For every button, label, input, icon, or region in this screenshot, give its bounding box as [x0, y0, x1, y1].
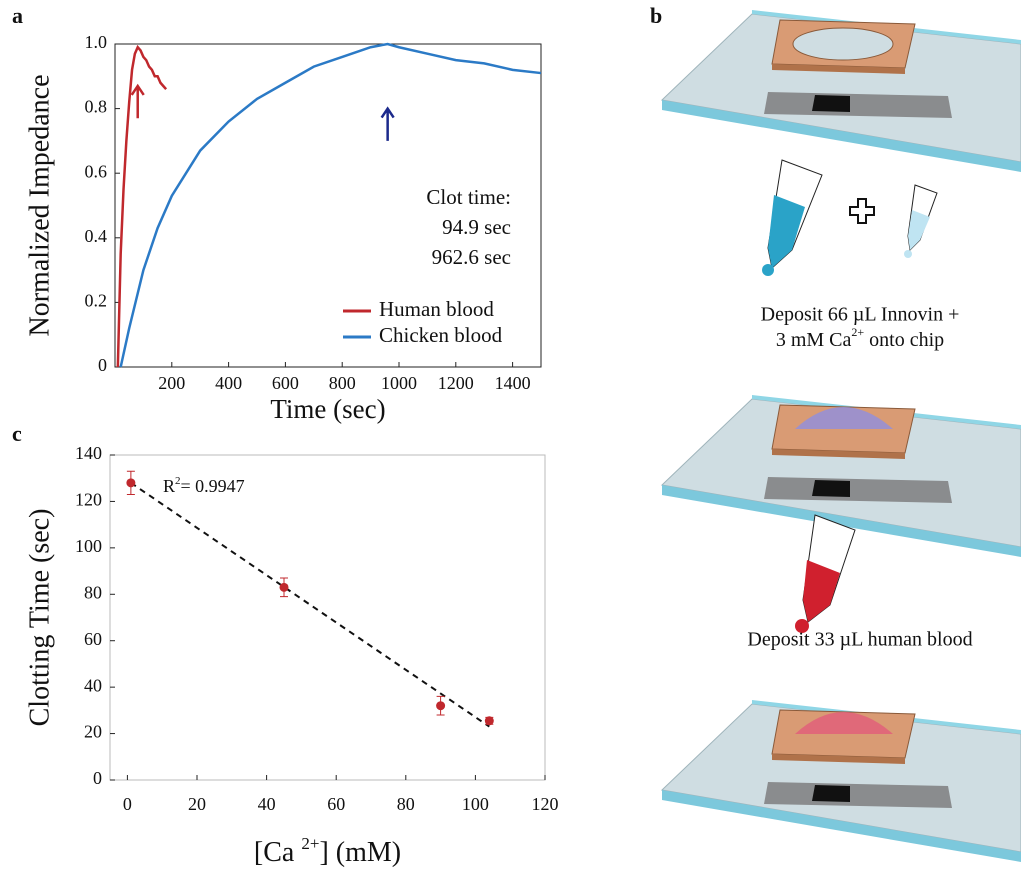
x-tick-label: 80	[397, 794, 415, 814]
step-text: 3 mM Ca2+ onto chip	[776, 325, 944, 351]
y-tick-label: 100	[75, 536, 102, 556]
x-axis-label: Time (sec)	[270, 394, 385, 424]
annotation: Clot time:	[426, 185, 511, 209]
data-point	[436, 701, 445, 710]
step-text: Deposit 33 µL human blood	[747, 629, 972, 651]
annotation: R	[163, 476, 175, 496]
annotation: = 0.9947	[181, 476, 245, 496]
step-text: Deposit 66 µL Innovin +	[761, 304, 960, 326]
y-tick-label: 0	[93, 768, 102, 788]
x-tick-label: 0	[123, 794, 132, 814]
data-point	[280, 583, 289, 592]
x-axis-label: [Ca	[254, 837, 301, 868]
y-tick-label: 0	[98, 355, 107, 375]
superscript: 2+	[851, 325, 864, 339]
trendline	[131, 483, 489, 727]
panel-label: a	[12, 3, 23, 28]
y-tick-label: 80	[84, 582, 102, 602]
y-tick-label: 60	[84, 629, 102, 649]
superscript: 2+	[301, 834, 319, 853]
panel-label: b	[650, 3, 662, 28]
plot-frame	[110, 455, 545, 780]
arrow	[132, 86, 144, 118]
x-tick-label: 1000	[381, 373, 417, 393]
data-point	[126, 478, 135, 487]
y-tick-label: 0.6	[85, 161, 108, 181]
annotation: R2= 0.9947	[163, 475, 245, 497]
annotation: 94.9 sec	[442, 215, 511, 239]
y-tick-label: 1.0	[85, 32, 108, 52]
plus-sign	[850, 199, 874, 223]
x-axis-label: [Ca 2+] (mM)	[254, 834, 401, 869]
figure: Deposit 66 µL Innovin + 3 mM Ca2+ onto c…	[0, 0, 1021, 876]
x-tick-label: 60	[327, 794, 345, 814]
annotation: 962.6 sec	[432, 245, 511, 269]
y-tick-label: 120	[75, 490, 102, 510]
chip-well	[793, 28, 893, 60]
step-text: 3 mM Ca	[776, 329, 852, 351]
panel-b-diagram: Deposit 66 µL Innovin + 3 mM Ca2+ onto c…	[662, 10, 1021, 862]
y-axis-label: Clotting Time (sec)	[24, 509, 55, 727]
legend-label: Chicken blood	[379, 323, 503, 347]
x-tick-label: 100	[462, 794, 489, 814]
x-tick-label: 800	[329, 373, 356, 393]
x-tick-label: 40	[258, 794, 276, 814]
arrow	[382, 109, 394, 141]
data-point	[485, 716, 494, 725]
y-tick-label: 0.4	[85, 226, 108, 246]
x-tick-label: 600	[272, 373, 299, 393]
y-tick-label: 140	[75, 443, 102, 463]
y-axis-label: Normalized Impedance	[24, 75, 55, 337]
x-tick-label: 1400	[495, 373, 531, 393]
y-tick-label: 0.8	[85, 97, 108, 117]
x-tick-label: 1200	[438, 373, 474, 393]
x-tick-label: 400	[215, 373, 242, 393]
line-series	[118, 47, 166, 367]
y-tick-label: 40	[84, 675, 102, 695]
x-axis-label: ] (mM)	[319, 837, 401, 868]
droplet	[762, 264, 774, 276]
tube-liquid	[908, 210, 930, 250]
x-tick-label: 200	[158, 373, 185, 393]
legend-label: Human blood	[379, 297, 494, 321]
x-tick-label: 20	[188, 794, 206, 814]
y-tick-label: 0.2	[85, 291, 108, 311]
step-text: onto chip	[864, 329, 944, 351]
x-tick-label: 120	[532, 794, 559, 814]
y-tick-label: 20	[84, 722, 102, 742]
panel-label: c	[12, 421, 22, 446]
droplet	[904, 250, 912, 258]
